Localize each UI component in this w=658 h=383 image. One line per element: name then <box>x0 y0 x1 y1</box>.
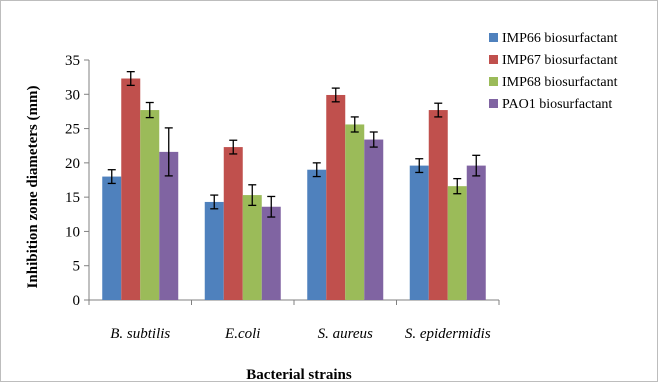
bar <box>242 195 262 300</box>
legend: IMP66 biosurfactant IMP67 biosurfactant IM… <box>489 31 618 112</box>
bar <box>223 147 243 300</box>
bar <box>121 78 141 300</box>
bar <box>204 201 224 300</box>
bar <box>102 176 122 300</box>
axes: 0 5 10 15 20 25 30 35 B. subtilis E.coli S. aureus… <box>65 53 500 342</box>
y-tick-label: 0 <box>73 293 81 309</box>
x-tick-label: S. aureus <box>318 326 373 342</box>
legend-label: PAO1 biosurfactant <box>502 97 612 112</box>
bar <box>364 139 384 300</box>
bar <box>428 110 448 300</box>
x-tick-label: E.coli <box>224 326 260 342</box>
legend-swatch <box>489 33 498 42</box>
legend-label: IMP67 biosurfactant <box>502 53 618 68</box>
x-axis-title: Bacterial strains <box>246 367 352 383</box>
x-tick-label: S. epidermidis <box>405 326 491 342</box>
legend-label: IMP68 biosurfactant <box>502 75 618 90</box>
bar <box>140 110 160 300</box>
y-tick-label: 20 <box>65 156 80 172</box>
y-tick-label: 35 <box>65 53 80 69</box>
legend-label: IMP66 biosurfactant <box>502 31 618 46</box>
legend-swatch <box>489 55 498 64</box>
bar <box>159 151 179 300</box>
bar <box>447 186 467 300</box>
bar <box>345 124 365 300</box>
y-tick-label: 5 <box>73 259 81 275</box>
bar <box>409 165 429 300</box>
bar <box>307 169 327 300</box>
y-tick-label: 10 <box>65 224 80 240</box>
y-tick-label: 30 <box>65 87 80 103</box>
legend-swatch <box>489 77 498 86</box>
bar <box>466 165 486 300</box>
y-axis-title: Inhibition zone diameters (mm) <box>25 86 41 289</box>
y-tick-label: 25 <box>65 122 80 138</box>
bars <box>102 71 486 300</box>
bar <box>326 94 346 300</box>
x-tick-label: B. subtilis <box>110 326 170 342</box>
bar <box>261 206 281 300</box>
legend-swatch <box>489 99 498 108</box>
y-tick-label: 15 <box>65 190 80 206</box>
